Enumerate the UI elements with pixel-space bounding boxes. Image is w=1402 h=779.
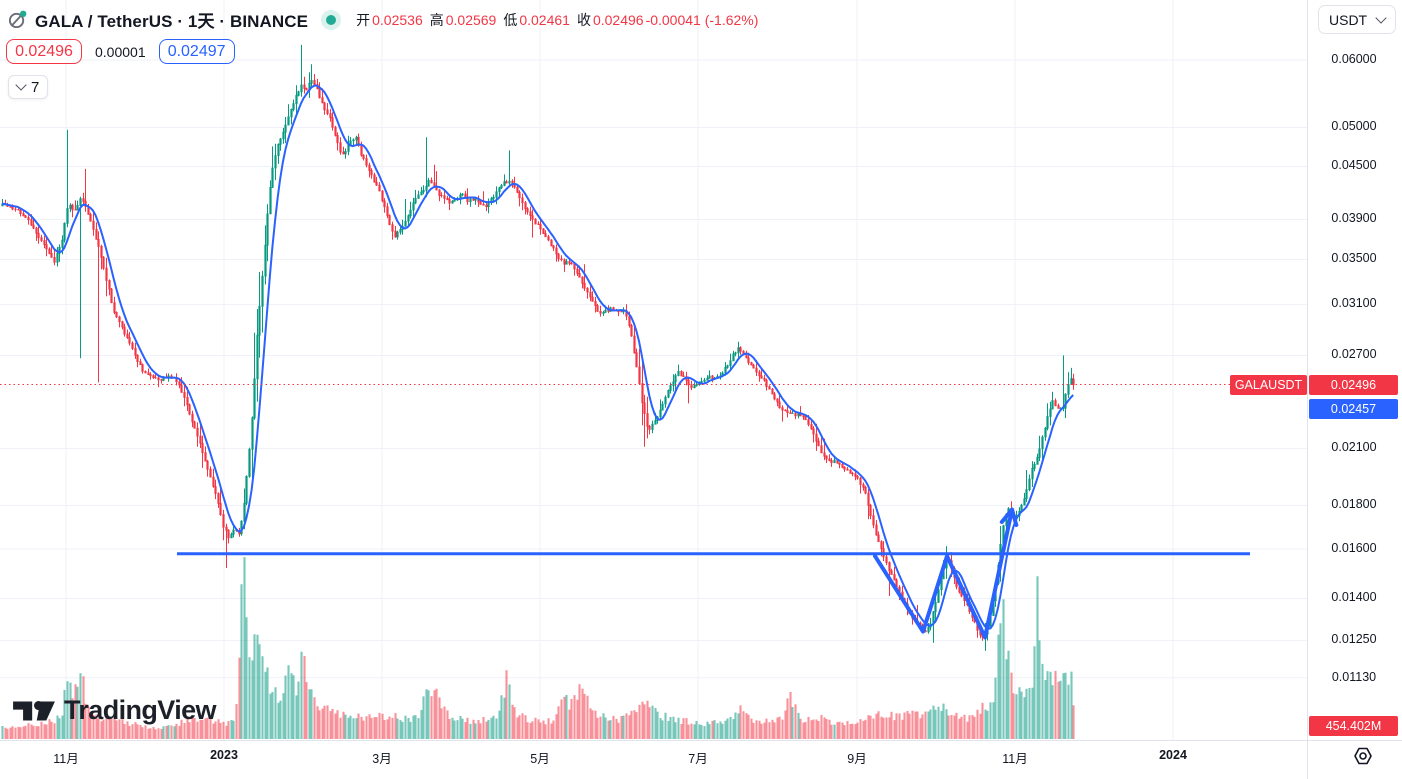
change-value: -0.00041 (-1.62%) xyxy=(645,11,759,28)
low-value: 0.02461 xyxy=(519,11,570,28)
close-value: 0.02496 xyxy=(592,11,644,28)
indicator-collapse-button[interactable]: 7 xyxy=(8,75,49,99)
low-label: 低 xyxy=(503,11,518,28)
time-axis-tick[interactable]: 2024 xyxy=(1159,748,1187,762)
sell-price-button[interactable]: 0.02496 xyxy=(6,39,82,64)
tradingview-brand-text: TradingView xyxy=(64,695,217,725)
buy-price-button[interactable]: 0.02497 xyxy=(158,39,235,64)
ma-price-axis-label: 0.02457 xyxy=(1309,398,1398,419)
price-axis-tick[interactable]: 0.01600 xyxy=(1331,541,1377,556)
time-axis-tick[interactable]: 11月 xyxy=(53,752,79,766)
price-axis-tick[interactable]: 0.01800 xyxy=(1331,497,1377,512)
ohlc-values: 开 0.02536 高 0.02569 低 0.02461 收 0.02496 -0.0… xyxy=(356,10,758,30)
open-value: 0.02536 xyxy=(372,11,423,28)
tradingview-logo-icon xyxy=(13,700,55,721)
price-axis-tick[interactable]: 0.03500 xyxy=(1331,251,1377,266)
price-axis-tick[interactable]: 0.03100 xyxy=(1331,296,1377,311)
high-value: 0.02569 xyxy=(445,11,497,28)
open-label: 开 xyxy=(356,11,371,28)
chevron-down-icon xyxy=(15,79,27,91)
trade-widget: 0.02496 0.00001 0.02497 xyxy=(6,39,235,64)
symbol-legend[interactable]: GALA / TetherUS · 1天 · BINANCE 开 0.02536 … xyxy=(8,7,758,32)
grid-lines xyxy=(0,0,1307,740)
price-axis-tick[interactable]: 0.04500 xyxy=(1331,158,1377,173)
spread-value: 0.00001 xyxy=(95,43,146,60)
candlesticks xyxy=(1,44,1075,651)
indicator-legend-row: 7 xyxy=(8,75,49,99)
market-status-dot[interactable] xyxy=(326,14,337,25)
volume-bars xyxy=(1,557,1075,739)
price-axis-tick[interactable]: 0.01130 xyxy=(1331,669,1377,684)
time-axis-tick[interactable]: 2023 xyxy=(210,748,238,762)
moving-average-line xyxy=(1,84,1074,630)
gear-icon xyxy=(1354,747,1372,765)
time-axis-tick[interactable]: 9月 xyxy=(847,752,867,766)
coin-logo-icon xyxy=(8,10,27,29)
last-price-axis-label: 0.02496 xyxy=(1309,374,1398,395)
currency-selector[interactable]: USDT xyxy=(1318,5,1396,34)
symbol-title[interactable]: GALA / TetherUS · 1天 · BINANCE xyxy=(35,12,309,31)
price-axis-tick[interactable]: 0.02100 xyxy=(1331,440,1377,455)
timezone-settings-button[interactable] xyxy=(1352,745,1374,772)
price-axis-tick[interactable]: 0.01250 xyxy=(1331,632,1377,647)
price-axis-tick[interactable]: 0.05000 xyxy=(1331,119,1377,134)
price-axis-tick[interactable]: 0.02700 xyxy=(1331,347,1377,362)
price-axis-tick[interactable]: 0.03900 xyxy=(1331,211,1377,226)
tradingview-watermark[interactable]: TradingView xyxy=(12,695,217,726)
volume-axis-label: 454.402M xyxy=(1309,716,1398,736)
time-axis-tick[interactable]: 3月 xyxy=(372,752,392,766)
time-axis-tick[interactable]: 11月 xyxy=(1002,752,1028,766)
price-axis-tick[interactable]: 0.01400 xyxy=(1331,590,1377,605)
symbol-price-tag: GALAUSDT xyxy=(1230,374,1307,395)
time-axis-tick[interactable]: 7月 xyxy=(688,752,708,766)
time-axis-tick[interactable]: 5月 xyxy=(530,752,550,766)
close-label: 收 xyxy=(576,11,591,28)
currency-label: USDT xyxy=(1329,11,1368,28)
high-label: 高 xyxy=(429,11,444,28)
indicator-count: 7 xyxy=(31,78,40,96)
user-drawings[interactable] xyxy=(177,507,1250,640)
chevron-down-icon xyxy=(1375,11,1387,24)
price-axis-tick[interactable]: 0.06000 xyxy=(1331,52,1377,66)
